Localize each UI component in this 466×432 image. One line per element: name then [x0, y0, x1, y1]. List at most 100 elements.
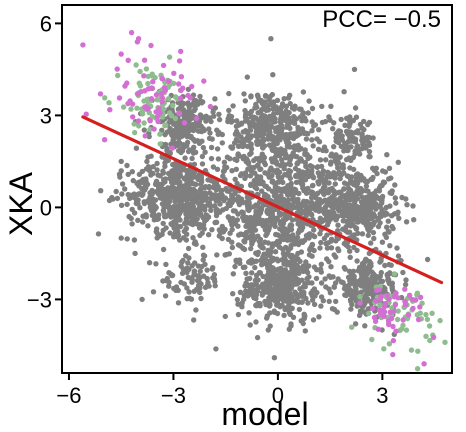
highlight-point-highlight_a: [414, 312, 420, 318]
highlight-point-highlight_a: [168, 113, 175, 119]
highlight-point-highlight_b: [376, 307, 383, 313]
data-point: [147, 199, 153, 206]
data-point: [225, 214, 231, 220]
data-point: [243, 288, 249, 294]
highlight-point-highlight_b: [390, 337, 397, 344]
data-point: [327, 117, 333, 123]
data-point: [294, 145, 300, 151]
data-point: [256, 126, 262, 132]
data-point: [183, 208, 189, 215]
data-point: [109, 194, 115, 201]
data-point: [279, 118, 285, 124]
data-point: [393, 200, 399, 206]
data-point: [129, 169, 135, 175]
highlight-point-highlight_b: [193, 115, 200, 122]
highlight-point-highlight_b: [156, 105, 162, 112]
data-point: [346, 268, 353, 274]
data-point: [385, 218, 391, 224]
data-point: [295, 124, 301, 131]
data-point: [286, 326, 292, 332]
data-point: [170, 207, 176, 213]
data-point: [265, 252, 272, 258]
data-point: [161, 177, 167, 183]
data-point: [194, 286, 200, 292]
data-point: [362, 323, 368, 329]
data-point: [306, 235, 312, 241]
highlight-point-highlight_a: [366, 310, 372, 317]
data-point: [288, 226, 295, 233]
data-point: [325, 240, 331, 246]
data-point: [311, 247, 317, 254]
data-point: [222, 313, 228, 320]
data-point: [135, 191, 141, 198]
highlight-point-highlight_b: [187, 95, 193, 101]
highlight-point-highlight_b: [135, 36, 142, 42]
data-point: [343, 156, 350, 163]
data-point: [327, 216, 334, 222]
data-point: [348, 207, 355, 213]
data-point: [202, 149, 208, 155]
highlight-point-highlight_a: [423, 311, 429, 318]
highlight-point-highlight_a: [102, 95, 108, 101]
data-point: [286, 279, 292, 285]
data-point: [237, 243, 244, 249]
data-point: [279, 218, 286, 224]
data-point: [328, 236, 335, 242]
x-tick-label: 3: [376, 383, 388, 408]
data-point: [240, 209, 246, 216]
highlight-point-highlight_a: [377, 302, 383, 308]
data-point: [191, 317, 197, 323]
highlight-point-highlight_b: [370, 305, 376, 312]
data-point: [176, 126, 182, 132]
data-point: [296, 106, 303, 112]
highlight-point-highlight_a: [154, 97, 160, 103]
data-point: [292, 276, 298, 282]
data-point: [305, 155, 311, 162]
highlight-point-highlight_b: [373, 298, 379, 304]
data-point: [246, 215, 253, 221]
data-point: [310, 317, 317, 323]
data-point: [258, 115, 264, 122]
data-point: [171, 121, 177, 127]
highlight-point-highlight_a: [152, 74, 158, 81]
data-point: [270, 72, 276, 78]
data-point: [302, 328, 308, 334]
data-point: [286, 286, 292, 292]
data-point: [311, 301, 318, 308]
data-point: [359, 188, 365, 195]
data-point: [310, 288, 316, 294]
data-point: [164, 275, 170, 282]
data-point: [389, 213, 395, 219]
data-point: [195, 200, 202, 206]
data-point: [162, 293, 169, 299]
y-axis: −3 0 3 6: [27, 11, 62, 312]
data-point: [167, 211, 173, 217]
data-point: [235, 311, 242, 318]
data-point: [178, 187, 185, 193]
data-point: [326, 286, 332, 292]
data-point: [394, 211, 400, 217]
data-point: [185, 170, 191, 177]
highlight-point-highlight_b: [374, 287, 380, 293]
highlight-point-highlight_b: [166, 78, 172, 84]
highlight-point-highlight_b: [142, 133, 148, 139]
data-point: [366, 140, 372, 146]
data-point: [278, 122, 284, 129]
highlight-point-highlight_b: [415, 316, 422, 323]
data-point: [198, 177, 205, 183]
data-point: [367, 207, 373, 213]
data-point: [175, 228, 181, 235]
data-point: [118, 158, 124, 165]
data-point: [392, 182, 398, 188]
data-point: [232, 176, 238, 182]
data-point: [309, 119, 315, 125]
data-point: [352, 321, 359, 327]
data-point: [403, 219, 410, 225]
data-point: [173, 284, 180, 290]
data-point: [318, 174, 324, 181]
data-point: [329, 151, 335, 157]
data-point: [238, 171, 245, 177]
data-point: [152, 197, 159, 203]
data-point: [341, 89, 347, 95]
data-point: [191, 190, 197, 196]
